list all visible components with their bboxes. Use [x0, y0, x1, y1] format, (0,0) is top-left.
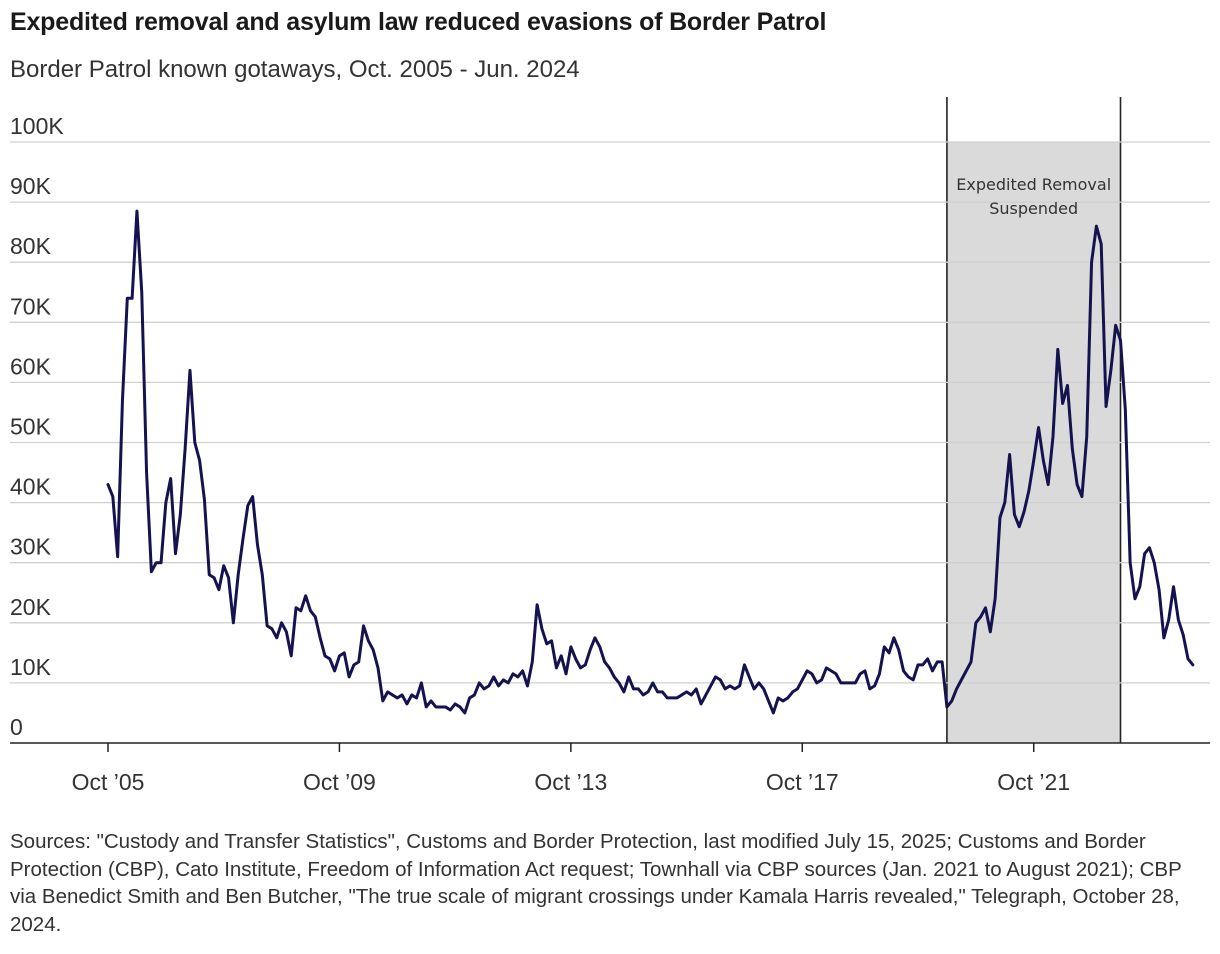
y-tick-label: 80K	[10, 233, 52, 259]
y-tick-label: 10K	[10, 654, 52, 680]
y-tick-label: 90K	[10, 173, 52, 199]
y-tick-label: 60K	[10, 353, 52, 379]
source-note: Sources: "Custody and Transfer Statistic…	[10, 830, 1182, 936]
x-tick-label: Oct ’17	[766, 769, 839, 795]
chart-title: Expedited removal and asylum law reduced…	[10, 8, 827, 36]
x-tick-label: Oct ’21	[997, 769, 1070, 795]
line-chart: 0 10K 20K 30K 40K 50K 60K 70K 80K 90K 100K Oct ’05…	[10, 97, 1210, 795]
chart-subtitle: Border Patrol known gotaways, Oct. 2005 …	[10, 56, 580, 83]
gridlines	[10, 141, 1210, 744]
x-tick-label: Oct ’09	[303, 769, 376, 795]
shaded-region-label: Expedited Removal	[956, 175, 1111, 194]
shaded-region-label: Suspended	[989, 199, 1078, 218]
series-line	[106, 209, 1195, 715]
y-axis-ticks: 0 10K 20K 30K 40K 50K 60K 70K 80K 90K 100K	[10, 113, 64, 740]
x-tick-label: Oct ’05	[72, 769, 145, 795]
series-layer	[106, 209, 1195, 715]
y-tick-label: 30K	[10, 534, 52, 560]
y-tick-label: 50K	[10, 414, 52, 440]
x-tick-label: Oct ’13	[534, 769, 607, 795]
y-tick-label: 100K	[10, 113, 64, 139]
annotations: Expedited Removal Suspended	[956, 175, 1111, 218]
y-tick-label: 20K	[10, 594, 52, 620]
y-tick-label: 40K	[10, 474, 52, 500]
x-axis-ticks: Oct ’05 Oct ’09 Oct ’13 Oct ’17 Oct ’21	[72, 743, 1070, 795]
y-tick-label: 0	[10, 714, 23, 740]
y-tick-label: 70K	[10, 293, 52, 319]
